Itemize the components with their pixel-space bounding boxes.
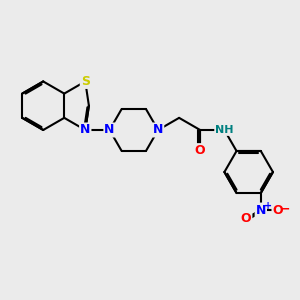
Text: N: N bbox=[80, 124, 90, 136]
Text: O: O bbox=[195, 144, 206, 157]
Text: S: S bbox=[81, 75, 90, 88]
Text: N: N bbox=[153, 124, 163, 136]
Text: NH: NH bbox=[215, 125, 234, 135]
Text: −: − bbox=[279, 202, 290, 215]
Text: N: N bbox=[104, 124, 115, 136]
Text: N: N bbox=[256, 204, 266, 217]
Text: +: + bbox=[264, 201, 272, 211]
Text: O: O bbox=[241, 212, 251, 225]
Text: O: O bbox=[272, 204, 283, 217]
